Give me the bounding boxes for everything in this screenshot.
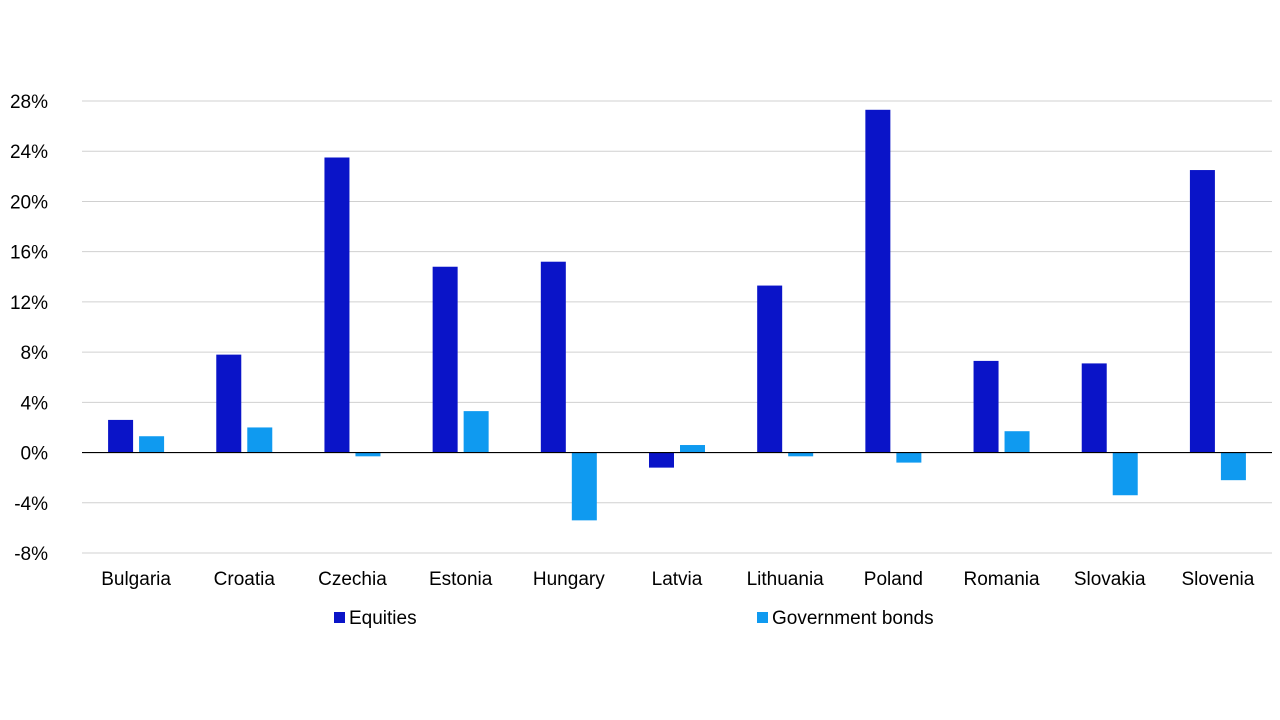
x-tick-label: Estonia xyxy=(429,569,493,590)
y-tick-label: 8% xyxy=(21,343,49,364)
x-tick-label: Bulgaria xyxy=(101,569,171,590)
legend-swatch-equities xyxy=(334,612,345,623)
bar-equities-bulgaria xyxy=(108,419,134,453)
bar-equities-hungary xyxy=(540,261,566,453)
x-tick-label: Hungary xyxy=(533,569,605,590)
bar-equities-slovenia xyxy=(1189,170,1215,453)
bar-government-bonds-poland xyxy=(896,452,922,463)
bar-government-bonds-lithuania xyxy=(788,452,814,457)
bar-equities-lithuania xyxy=(757,285,783,453)
legend: Equities Government bonds xyxy=(334,608,934,629)
y-tick-label: -4% xyxy=(14,494,48,515)
bar-equities-poland xyxy=(865,109,891,453)
gridlines xyxy=(82,100,1272,554)
y-tick-label: 28% xyxy=(10,92,48,113)
bar-government-bonds-croatia xyxy=(247,427,273,453)
y-tick-label: 12% xyxy=(10,293,48,314)
x-tick-label: Lithuania xyxy=(747,569,825,590)
bar-government-bonds-slovakia xyxy=(1112,452,1138,496)
y-tick-label: -8% xyxy=(14,544,48,565)
x-tick-label: Slovenia xyxy=(1181,569,1254,590)
x-axis-category-labels: Bulgaria Croatia Czechia Estonia Hungary Latv… xyxy=(101,569,1255,590)
y-tick-label: 16% xyxy=(10,243,48,264)
y-tick-label: 20% xyxy=(10,192,48,213)
bar-government-bonds-czechia xyxy=(355,452,381,457)
x-tick-label: Romania xyxy=(964,569,1040,590)
bar-government-bonds-romania xyxy=(1004,431,1030,453)
y-tick-label: 4% xyxy=(21,393,49,414)
bar-government-bonds-estonia xyxy=(463,411,489,453)
bar-equities-romania xyxy=(973,360,999,453)
y-tick-label: 24% xyxy=(10,142,48,163)
bar-equities-slovakia xyxy=(1081,363,1107,453)
x-tick-label: Poland xyxy=(864,569,923,590)
x-tick-label: Latvia xyxy=(652,569,703,590)
bar-equities-latvia xyxy=(649,452,674,468)
bar-government-bonds-latvia xyxy=(680,445,705,453)
legend-label-equities: Equities xyxy=(349,608,417,629)
y-tick-label: 0% xyxy=(21,444,49,465)
bar-equities-czechia xyxy=(324,157,350,453)
bar-government-bonds-bulgaria xyxy=(139,436,165,453)
bar-equities-croatia xyxy=(216,354,242,453)
legend-swatch-government-bonds xyxy=(757,612,768,623)
x-tick-label: Croatia xyxy=(214,569,276,590)
bars xyxy=(108,109,1246,521)
y-axis-tick-labels: -8% -4% 0% 4% 8% 12% 16% 20% 24% 28% xyxy=(10,92,48,565)
x-tick-label: Slovakia xyxy=(1074,569,1146,590)
legend-label-government-bonds: Government bonds xyxy=(772,608,934,629)
bar-government-bonds-hungary xyxy=(571,452,597,521)
bar-equities-estonia xyxy=(432,266,458,453)
x-tick-label: Czechia xyxy=(318,569,387,590)
bar-government-bonds-slovenia xyxy=(1220,452,1246,481)
